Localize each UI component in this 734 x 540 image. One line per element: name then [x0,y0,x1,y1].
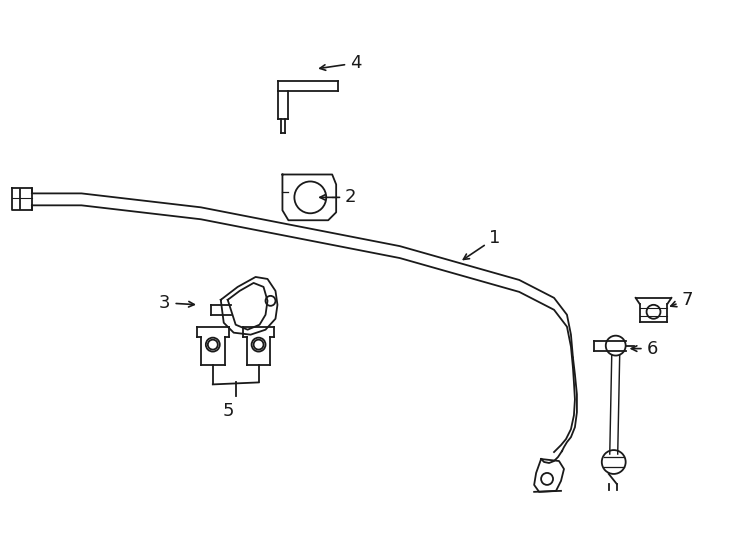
Text: 1: 1 [463,229,501,259]
Text: 7: 7 [671,291,693,309]
Text: 4: 4 [320,54,362,72]
Text: 6: 6 [631,340,658,357]
Text: 2: 2 [320,188,357,206]
Text: 5: 5 [223,402,234,420]
Text: 3: 3 [159,294,195,312]
